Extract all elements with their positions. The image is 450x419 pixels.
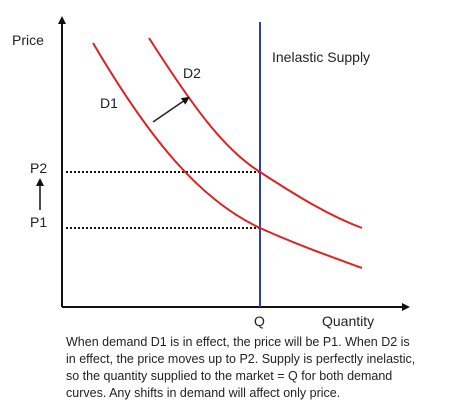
quantity-label: Q: [254, 313, 265, 329]
demand-shift-arrow: [152, 96, 190, 123]
caption-line: in effect, the price moves up to P2. Sup…: [66, 352, 415, 366]
curve-label: D1: [100, 95, 118, 111]
demand-curve-d2: [148, 37, 363, 229]
demand-curve-d1: [92, 42, 363, 269]
y-axis-label: Price: [12, 32, 44, 48]
caption-line: When demand D1 is in effect, the price w…: [66, 335, 410, 349]
caption-line: so the quantity supplied to the market =…: [66, 369, 392, 383]
x-axis-label: Quantity: [322, 313, 374, 329]
price-label: P1: [30, 214, 47, 230]
price-label: P2: [30, 160, 47, 176]
curve-label: D2: [183, 65, 201, 81]
caption-line: curves. Any shifts in demand will affect…: [66, 386, 340, 400]
supply-label: Inelastic Supply: [272, 49, 370, 65]
